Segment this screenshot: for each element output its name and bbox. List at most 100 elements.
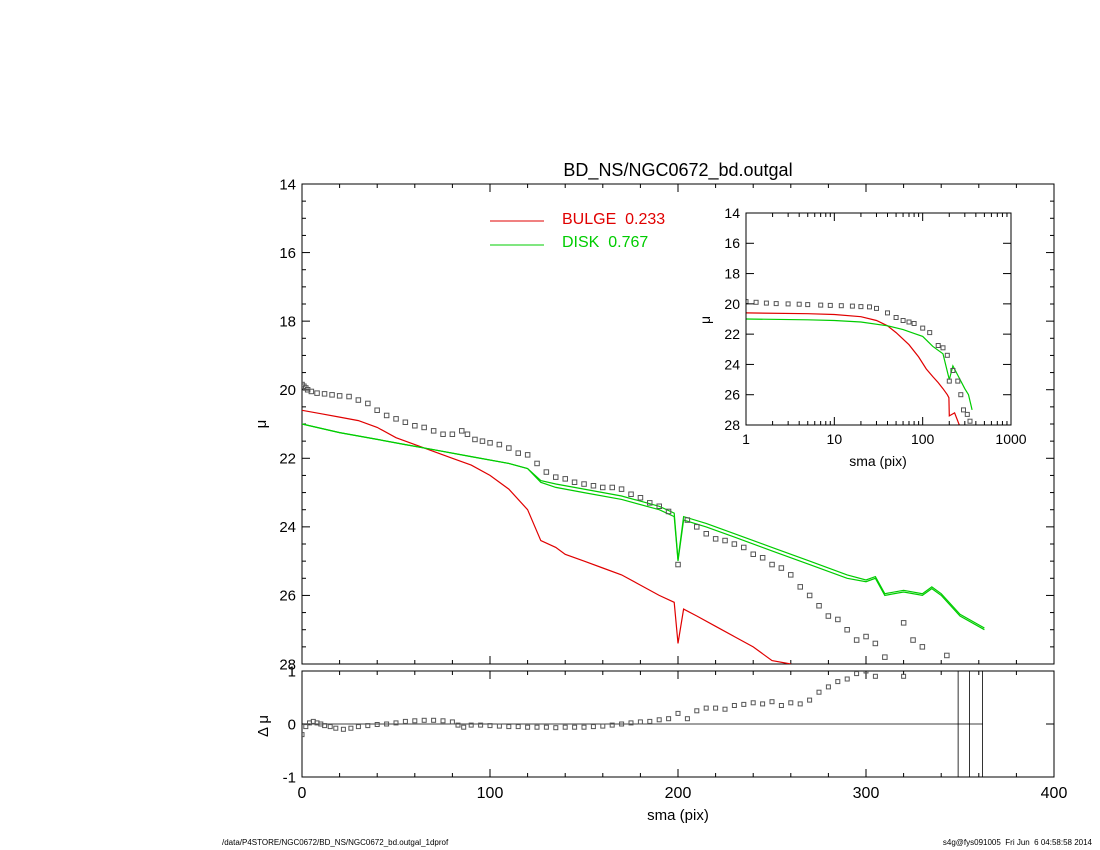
data-point [374,407,380,413]
data-point [609,484,615,491]
data-point [863,671,869,674]
x-tick-label: 10 [827,431,843,447]
data-point [741,544,747,551]
inset-y-ticks: 14 16 18 20 22 24 26 28 [724,205,1011,433]
data-point [694,708,700,714]
data-point [944,352,950,358]
data-point [893,315,899,320]
data-point [329,392,335,398]
data-point [506,445,512,451]
data-point [355,724,361,730]
series-bulge [302,409,791,664]
data-point [806,592,813,599]
data-point [788,700,794,706]
y-tick-label: 14 [279,176,296,193]
data-point [346,393,352,400]
y-tick-label: 26 [724,387,740,403]
data-point [506,724,512,730]
data-point [461,724,467,730]
data-point [675,561,681,568]
data-point [703,531,709,537]
data-point [684,517,691,523]
data-point [487,440,493,446]
data-point [619,721,625,727]
data-point [628,720,634,726]
data-point [459,428,465,434]
x-tick-label: 400 [1041,785,1068,802]
data-point [455,722,461,728]
data-point [468,722,474,728]
y-tick-label: 20 [724,296,740,312]
data-point [967,418,973,424]
y-tick-label: 24 [279,519,296,536]
data-point [365,723,371,729]
inset-y-axis-label: μ [697,316,713,324]
data-point [944,652,950,659]
data-point [302,732,305,738]
data-point [797,584,803,590]
series-bulge [746,312,960,425]
inset-series-layer [746,299,973,425]
data-point [600,484,606,491]
data-point [853,637,860,643]
data-point [665,508,672,515]
data-point [402,718,408,724]
series-line [302,409,791,664]
data-point [760,701,766,707]
data-point [731,703,737,708]
data-point [675,710,681,716]
data-point [825,684,831,690]
data-point [863,633,869,640]
data-point [440,431,446,437]
residual-y-axis-label: Δ μ [255,715,272,737]
data-point [935,343,941,348]
data-point [854,671,860,677]
y-tick-label: 26 [279,588,296,605]
data-point [874,305,879,311]
data-point [807,697,813,703]
data-point [769,561,775,568]
inset-plot-frame [745,212,1012,426]
data-point [421,424,427,431]
inset-x-axis-label: sma (pix) [849,453,907,469]
data-point [618,486,625,492]
data-point [958,392,964,398]
data-point [355,397,362,403]
data-point [785,301,791,307]
x-tick-label: 100 [911,431,935,447]
data-point [684,716,690,722]
x-tick-label: 200 [665,785,692,802]
data-point [753,299,759,305]
data-point [333,725,339,731]
data-point [487,723,493,729]
series-data [302,381,950,660]
data-point [383,412,390,419]
data-point [637,495,644,501]
data-point [872,673,878,679]
data-point [805,302,811,308]
data-point [955,378,961,384]
data-point [746,299,749,305]
data-point [901,673,907,679]
data-point [882,654,888,660]
residual-x-axis-label: sma (pix) [647,807,709,824]
data-point [609,722,615,728]
y-tick-label: 22 [724,326,740,342]
data-point [600,723,606,729]
data-point [534,724,540,730]
data-point [308,388,315,395]
y-tick-label: 18 [279,313,296,330]
data-point [304,387,311,393]
y-tick-label: 16 [724,235,740,251]
data-point [763,300,769,306]
series-disk-2- [302,423,985,629]
data-point [838,303,844,309]
data-point [910,637,916,643]
data-point [553,725,559,731]
data-point [900,620,907,626]
data-point [374,722,380,727]
residual-series-layer [302,671,983,777]
data-point [666,716,672,722]
data-point [796,301,802,307]
data-point [900,318,906,323]
